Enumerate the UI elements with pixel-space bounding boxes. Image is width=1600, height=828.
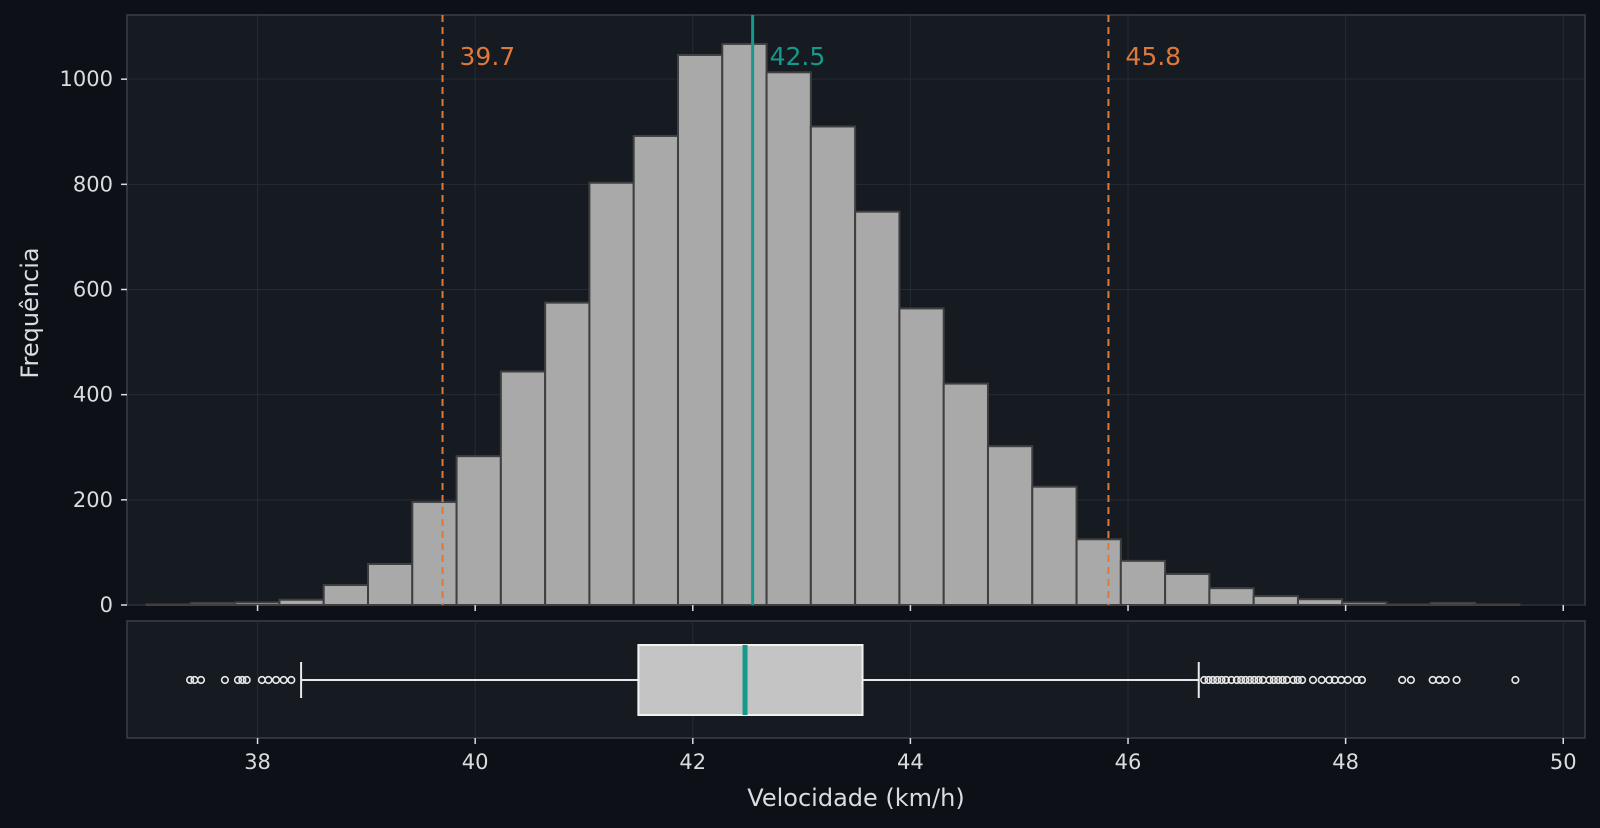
outlier-point — [1269, 675, 1278, 685]
x-tick-label: 50 — [1550, 750, 1577, 774]
median-label: 42.5 — [770, 42, 826, 71]
histogram-bar — [1341, 601, 1388, 607]
outlier-point — [1398, 675, 1407, 685]
y-tick-label: 600 — [73, 277, 113, 301]
outlier-point — [1213, 675, 1222, 685]
outlier-point — [1352, 675, 1361, 685]
histogram-bar — [632, 134, 679, 607]
histogram-bar — [322, 584, 370, 606]
histogram-bar — [1296, 598, 1344, 607]
histogram-bar — [1119, 559, 1167, 606]
outlier-point — [1204, 675, 1213, 685]
outlier-point — [1317, 675, 1326, 685]
outlier-point — [1245, 675, 1254, 685]
x-axis-label: Velocidade (km/h) — [747, 784, 964, 812]
outlier-point — [233, 675, 243, 685]
histogram-bar — [1252, 595, 1299, 607]
histogram-bar — [1031, 485, 1078, 606]
boxplot — [186, 644, 1520, 716]
outlier-point — [1208, 675, 1217, 685]
histogram-bar — [765, 71, 812, 607]
x-axis-ticks: 38 40 42 44 46 48 50 — [244, 738, 1577, 774]
outlier-point — [1265, 675, 1274, 685]
outlier-point — [1274, 675, 1283, 685]
outlier-point — [1406, 675, 1416, 685]
histogram-bar — [544, 301, 591, 606]
outlier-point — [1441, 675, 1450, 685]
histogram-bar — [234, 601, 281, 607]
outlier-point — [220, 675, 230, 685]
outlier-point — [1278, 675, 1287, 685]
histogram-bar — [1075, 538, 1122, 606]
outlier-point — [1200, 675, 1209, 685]
histogram-x-tick-marks — [256, 605, 1564, 611]
histogram-bar — [455, 455, 502, 607]
outlier-point — [271, 675, 281, 685]
y-axis-label: Frequência — [16, 247, 44, 378]
outlier-point — [242, 675, 251, 685]
reference-lines: 39.7 42.5 45.8 — [441, 15, 1181, 605]
interquartile-box — [637, 644, 864, 716]
percentile-label: 39.7 — [460, 42, 516, 71]
y-axis-ticks: 0 200 400 600 800 1000 — [60, 67, 127, 617]
histogram-bar — [367, 562, 414, 606]
y-tick-label: 0 — [100, 593, 113, 617]
y-tick-label: 400 — [73, 383, 113, 407]
x-tick-label: 48 — [1332, 750, 1359, 774]
histogram-bar — [1429, 601, 1477, 606]
outlier-point — [1343, 675, 1352, 685]
outlier-point — [1308, 675, 1318, 685]
histogram-bar — [986, 445, 1034, 607]
outlier-point — [1237, 675, 1246, 685]
outlier-point — [1452, 675, 1461, 685]
histogram-bar — [1474, 603, 1521, 607]
outlier-point — [1232, 675, 1241, 685]
outlier-point — [1217, 675, 1226, 685]
histogram-bar — [411, 500, 458, 607]
outlier-point — [1357, 675, 1367, 685]
outlier-point — [186, 675, 195, 685]
outlier-point — [1511, 675, 1520, 685]
histogram-bar — [721, 42, 768, 606]
histogram-bar — [1208, 587, 1255, 607]
outlier-point — [287, 675, 296, 685]
outlier-point — [238, 675, 247, 685]
x-tick-label: 44 — [897, 750, 924, 774]
histogram-bar — [278, 598, 325, 606]
y-tick-label: 200 — [73, 488, 113, 512]
x-tick-label: 42 — [679, 750, 706, 774]
outlier-point — [1298, 675, 1307, 685]
outlier-point — [279, 675, 288, 685]
x-tick-label: 38 — [244, 750, 271, 774]
outlier-point — [1293, 675, 1302, 685]
histogram-bar — [145, 603, 192, 607]
y-tick-label: 1000 — [60, 67, 113, 91]
histogram-bar — [898, 307, 945, 606]
histogram-bar — [588, 181, 635, 607]
outlier-point — [1325, 675, 1334, 685]
histogram-bar — [189, 601, 237, 606]
histogram-bars — [145, 42, 1521, 607]
x-tick-label: 46 — [1115, 750, 1142, 774]
histogram-bar — [676, 53, 724, 606]
percentile-label: 45.8 — [1125, 42, 1181, 71]
y-tick-label: 800 — [73, 172, 113, 196]
outlier-point — [1289, 675, 1298, 685]
histogram-bar — [854, 210, 901, 607]
histogram-bar — [1385, 603, 1432, 607]
outlier-point — [1250, 675, 1259, 685]
x-tick-label: 40 — [462, 750, 489, 774]
outlier-point — [196, 675, 206, 685]
histogram-bar — [1164, 572, 1211, 606]
outlier-point — [1254, 675, 1263, 685]
outlier-point — [264, 675, 273, 685]
histogram-bar — [499, 370, 547, 607]
outlier-point — [1241, 675, 1250, 685]
outlier-point — [1227, 675, 1236, 685]
outlier-point — [1221, 675, 1231, 685]
histogram-bar — [942, 382, 989, 606]
histogram-bar — [809, 125, 857, 607]
